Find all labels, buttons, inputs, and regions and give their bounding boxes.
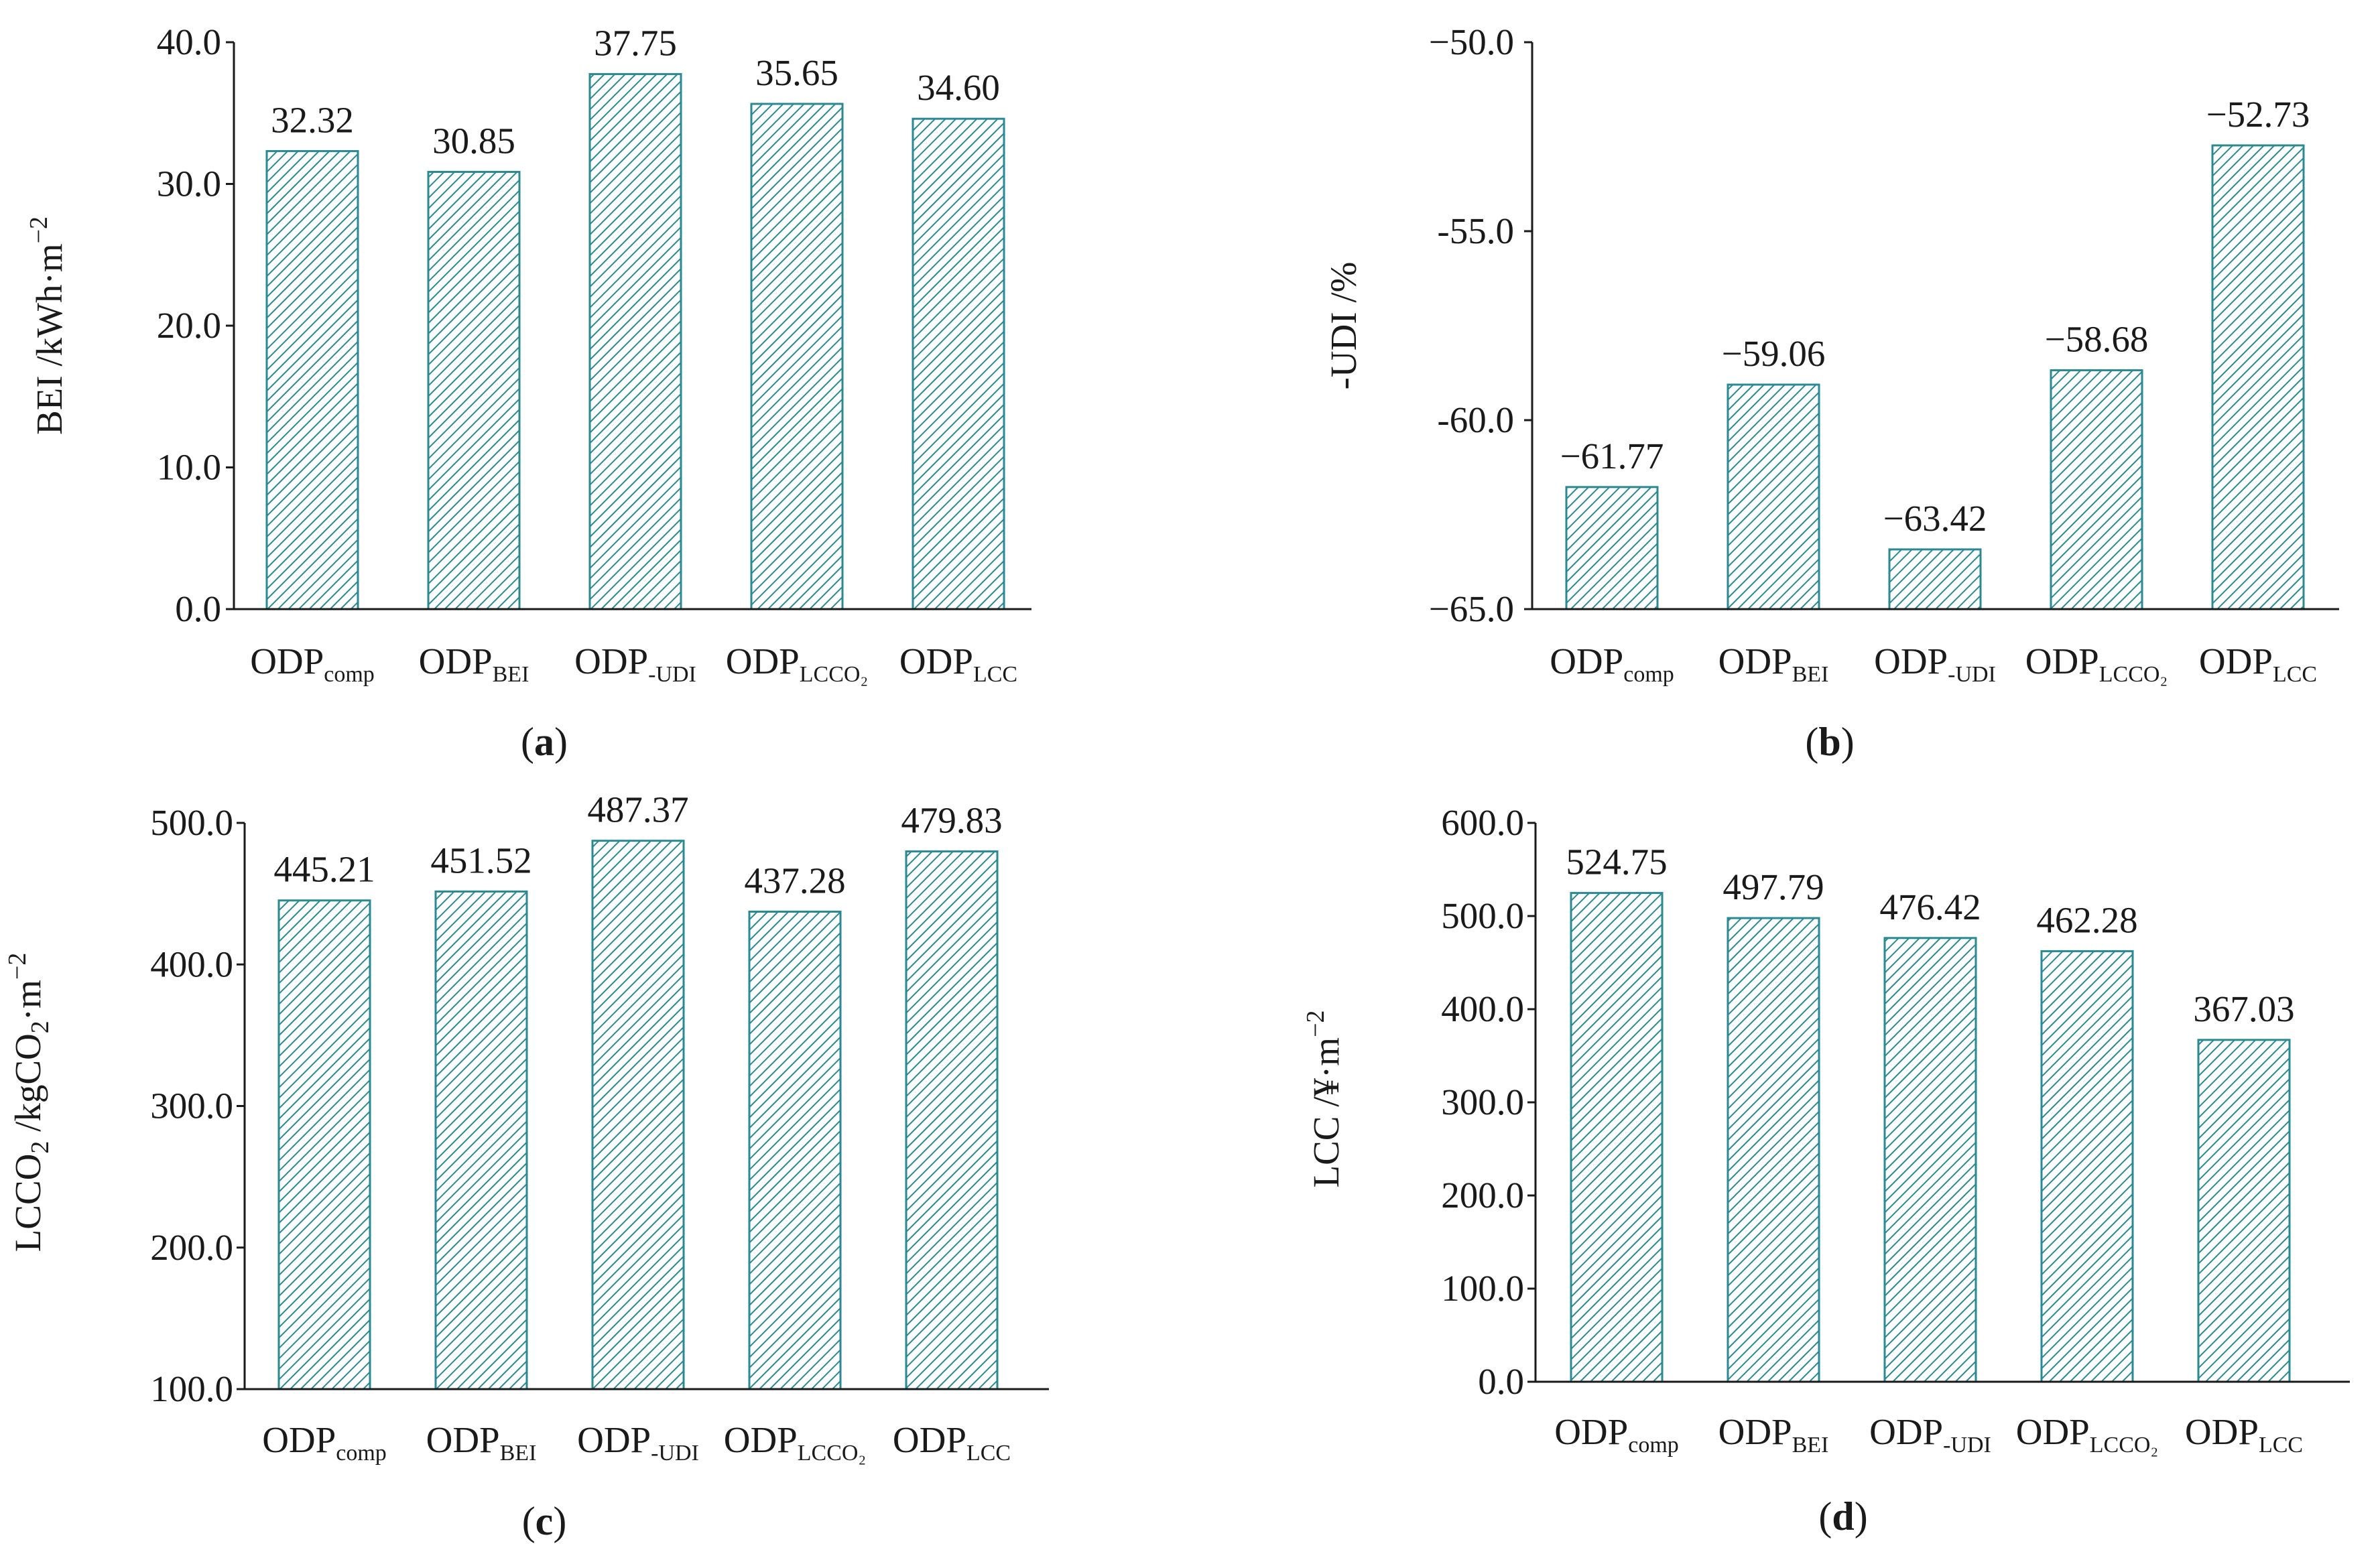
y-tick-label: 200.0 [150,1227,233,1268]
value-label: −58.68 [2045,319,2149,360]
bar-c-3 [591,840,685,1390]
chart-panel-b: −61.77 −59.06 −63.42 −58.68 −52.73 −65.0 -60.0… [1323,21,2339,764]
chart-panel-d: 524.75 497.79 476.42 462.28 367.03 0.0 100.0 20… [1302,802,2350,1539]
bar-c-4 [748,910,842,1390]
y-tick-label: 30.0 [157,164,221,204]
panel-caption: (d) [1818,1494,1867,1539]
value-label: 524.75 [1566,842,1667,883]
x-tick-label: ODPBEI [1718,641,1829,687]
y-tick-label: −65.0 [1429,588,1514,629]
x-tick-label: ODPLCC [899,641,1017,687]
y-tick-label: 600.0 [1441,802,1524,843]
x-tick-label: ODP-UDI [1874,641,1996,687]
y-tick-label: 300.0 [150,1086,233,1126]
bar-c-5 [905,850,999,1390]
value-label: 445.21 [273,849,375,890]
value-label: 497.79 [1723,866,1824,907]
value-label: 487.37 [587,789,688,830]
value-label: 451.52 [430,840,531,881]
bar-a-4 [750,103,844,610]
y-tick-label: 0.0 [175,588,221,629]
bar-c-2 [434,890,528,1390]
bar-d-1 [1570,892,1664,1383]
y-tick-label: −50.0 [1429,21,1514,62]
chart-panel-c: 445.21 451.52 487.37 437.28 479.83 100.0 200.0… [3,789,1049,1543]
x-tick-label: ODPcomp [1550,641,1674,687]
value-label: −59.06 [1722,333,1826,374]
x-tick-label: ODPLCC [893,1419,1011,1466]
bar-b-5 [2211,144,2305,610]
value-label: 32.32 [271,99,354,140]
x-tick-label: ODPLCC [2185,1411,2303,1457]
bar-a-2 [427,171,521,610]
y-axis-label: LCC /¥·m−2 [1302,1010,1346,1187]
bar-a-5 [912,117,1005,610]
y-tick-label: -60.0 [1437,399,1514,440]
panel-caption: (a) [521,720,568,764]
x-tick-label: ODP-UDI [577,1419,699,1466]
y-axis-label: BEI /kWh·m−2 [25,216,70,435]
x-tick-label: ODPLCC [2199,641,2317,687]
value-label: −52.73 [2206,94,2310,135]
y-tick-label: 400.0 [1441,988,1524,1029]
value-label: 367.03 [2193,988,2294,1029]
bar-d-5 [2197,1039,2291,1383]
value-label: 37.75 [594,23,677,64]
y-tick-label: 500.0 [1441,895,1524,936]
y-tick-label: 100.0 [150,1368,233,1409]
y-tick-label: 500.0 [150,802,233,843]
bar-c-1 [277,899,371,1390]
x-tick-label: ODPBEI [419,641,529,687]
value-label: 35.65 [755,52,838,93]
y-tick-label: 100.0 [1441,1268,1524,1309]
x-tick-label: ODPLCCO₂ [2016,1411,2159,1457]
value-label: 462.28 [2036,899,2137,940]
y-tick-label: 300.0 [1441,1082,1524,1122]
panel-caption: (c) [522,1499,567,1543]
value-label: 437.28 [744,860,845,901]
bar-b-2 [1727,383,1820,610]
y-tick-label: -55.0 [1437,210,1514,251]
x-tick-label: ODP-UDI [1869,1411,1991,1457]
y-tick-label: 200.0 [1441,1175,1524,1216]
panel-caption: (b) [1805,720,1854,764]
bar-d-4 [2040,950,2134,1383]
y-tick-label: 400.0 [150,944,233,984]
y-tick-label: 0.0 [1478,1361,1524,1402]
value-label: 479.83 [901,800,1002,841]
y-axis-label: LCCO2 /kgCO2·m−2 [3,953,54,1252]
value-label: 34.60 [917,67,1000,108]
y-tick-label: 20.0 [157,305,221,346]
value-label: −61.77 [1560,436,1664,476]
x-tick-label: ODPBEI [1718,1411,1829,1457]
bar-d-3 [1883,937,1977,1383]
x-tick-label: ODPcomp [1554,1411,1679,1457]
chart-panel-a: 32.32 30.85 37.75 35.65 34.60 0.0 10.0 20.0 30.0… [25,21,1031,764]
x-tick-label: ODPLCCO₂ [726,641,869,687]
x-tick-label: ODPcomp [250,641,375,687]
bar-a-3 [588,73,682,610]
y-tick-label: 10.0 [157,447,221,488]
y-axis-label: -UDI /% [1323,262,1364,390]
bar-b-4 [2050,369,2143,610]
x-tick-label: ODPcomp [262,1419,387,1466]
x-tick-label: ODPLCCO₂ [2025,641,2168,687]
value-label: 30.85 [432,121,515,161]
x-tick-label: ODP-UDI [574,641,696,687]
x-tick-label: ODPLCCO₂ [724,1419,867,1466]
bar-d-2 [1727,917,1820,1383]
bar-a-1 [265,149,359,610]
bar-b-3 [1888,548,1982,610]
bar-b-1 [1565,486,1659,610]
value-label: 476.42 [1879,887,1981,927]
y-tick-label: 40.0 [157,21,221,62]
x-tick-label: ODPBEI [426,1419,537,1466]
value-label: −63.42 [1883,498,1987,539]
